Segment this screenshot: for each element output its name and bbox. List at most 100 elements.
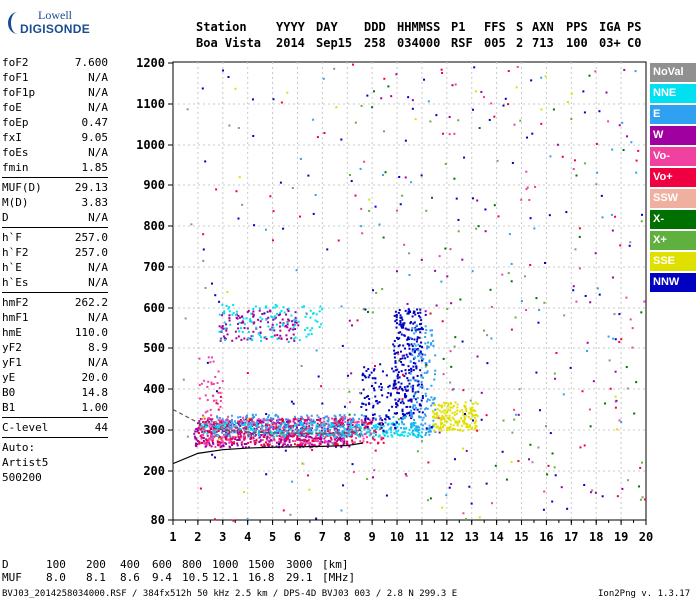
data-point (385, 429, 388, 432)
data-point (404, 473, 407, 476)
data-point (581, 390, 584, 393)
data-point (310, 427, 313, 430)
data-point (618, 340, 621, 343)
data-point (248, 418, 251, 421)
data-point (256, 419, 259, 422)
data-point (416, 436, 419, 439)
data-point (193, 435, 196, 438)
labels-9: PPS (566, 20, 588, 34)
data-point (429, 426, 432, 429)
data-point (219, 399, 222, 402)
data-point (450, 483, 453, 486)
data-point (219, 421, 222, 424)
data-point (292, 424, 295, 427)
data-point (549, 432, 552, 435)
data-point (596, 287, 599, 290)
data-point (425, 209, 428, 212)
data-point (589, 301, 592, 304)
data-point (387, 385, 390, 388)
data-point (226, 427, 229, 430)
data-point (578, 267, 581, 270)
data-point (469, 407, 472, 410)
data-point (446, 405, 449, 408)
data-point (307, 438, 310, 441)
data-point (349, 401, 352, 404)
data-point (219, 338, 222, 341)
data-point (204, 394, 207, 397)
x-tick-label: 15 (514, 530, 528, 544)
data-point (316, 418, 319, 421)
data-point (264, 433, 267, 436)
data-point (195, 443, 198, 446)
data-point (425, 395, 428, 398)
data-point (474, 421, 477, 424)
data-point (555, 351, 558, 354)
data-point (318, 429, 321, 432)
data-point (430, 427, 433, 430)
data-point (230, 414, 233, 417)
data-point (338, 438, 341, 441)
data-point (290, 444, 293, 447)
data-point (493, 204, 496, 207)
data-point (320, 431, 323, 434)
data-point (409, 353, 412, 356)
data-point (502, 419, 505, 422)
data-point (579, 446, 582, 449)
data-point (236, 317, 239, 320)
data-point (303, 426, 306, 429)
data-point (198, 420, 201, 423)
param-row: foF2 7.600 (2, 55, 108, 70)
data-point (251, 428, 254, 431)
x-tick-label: 14 (489, 530, 503, 544)
data-point (356, 319, 359, 322)
data-point (279, 424, 282, 427)
data-point (490, 305, 493, 308)
data-point (228, 421, 231, 424)
data-point (281, 431, 284, 434)
data-point (384, 421, 387, 424)
data-point (441, 71, 444, 74)
data-point (305, 439, 308, 442)
data-point (221, 441, 224, 444)
data-point (409, 379, 412, 382)
data-point (356, 433, 359, 436)
data-point (353, 441, 356, 444)
data-point (330, 423, 333, 426)
data-point (346, 374, 349, 377)
data-point (407, 308, 410, 311)
data-point (316, 136, 319, 139)
data-point (592, 380, 595, 383)
x-tick-label: 9 (369, 530, 376, 544)
data-point (211, 425, 214, 428)
data-point (243, 418, 246, 421)
data-point (375, 291, 378, 294)
data-point (197, 439, 200, 442)
data-point (326, 420, 329, 423)
data-point (312, 212, 315, 215)
data-point (218, 420, 221, 423)
data-point (331, 417, 334, 420)
data-point (311, 430, 314, 433)
data-point (544, 425, 547, 428)
data-point (417, 343, 420, 346)
data-point (400, 418, 403, 421)
data-point (474, 413, 477, 416)
data-point (357, 423, 360, 426)
data-point (226, 423, 229, 426)
data-point (421, 386, 424, 389)
data-point (563, 314, 566, 317)
data-point (227, 307, 230, 310)
data-point (282, 421, 285, 424)
data-point (228, 306, 231, 309)
data-point (301, 306, 304, 309)
data-point (465, 449, 468, 452)
data-point (321, 440, 324, 443)
param-value: 14.8 (81, 386, 109, 399)
data-point (442, 424, 445, 427)
data-point (367, 310, 370, 313)
data-point (217, 429, 220, 432)
data-point (229, 446, 232, 449)
x-tick-label: 20 (639, 530, 653, 544)
data-point (203, 427, 206, 430)
data-point (451, 427, 454, 430)
